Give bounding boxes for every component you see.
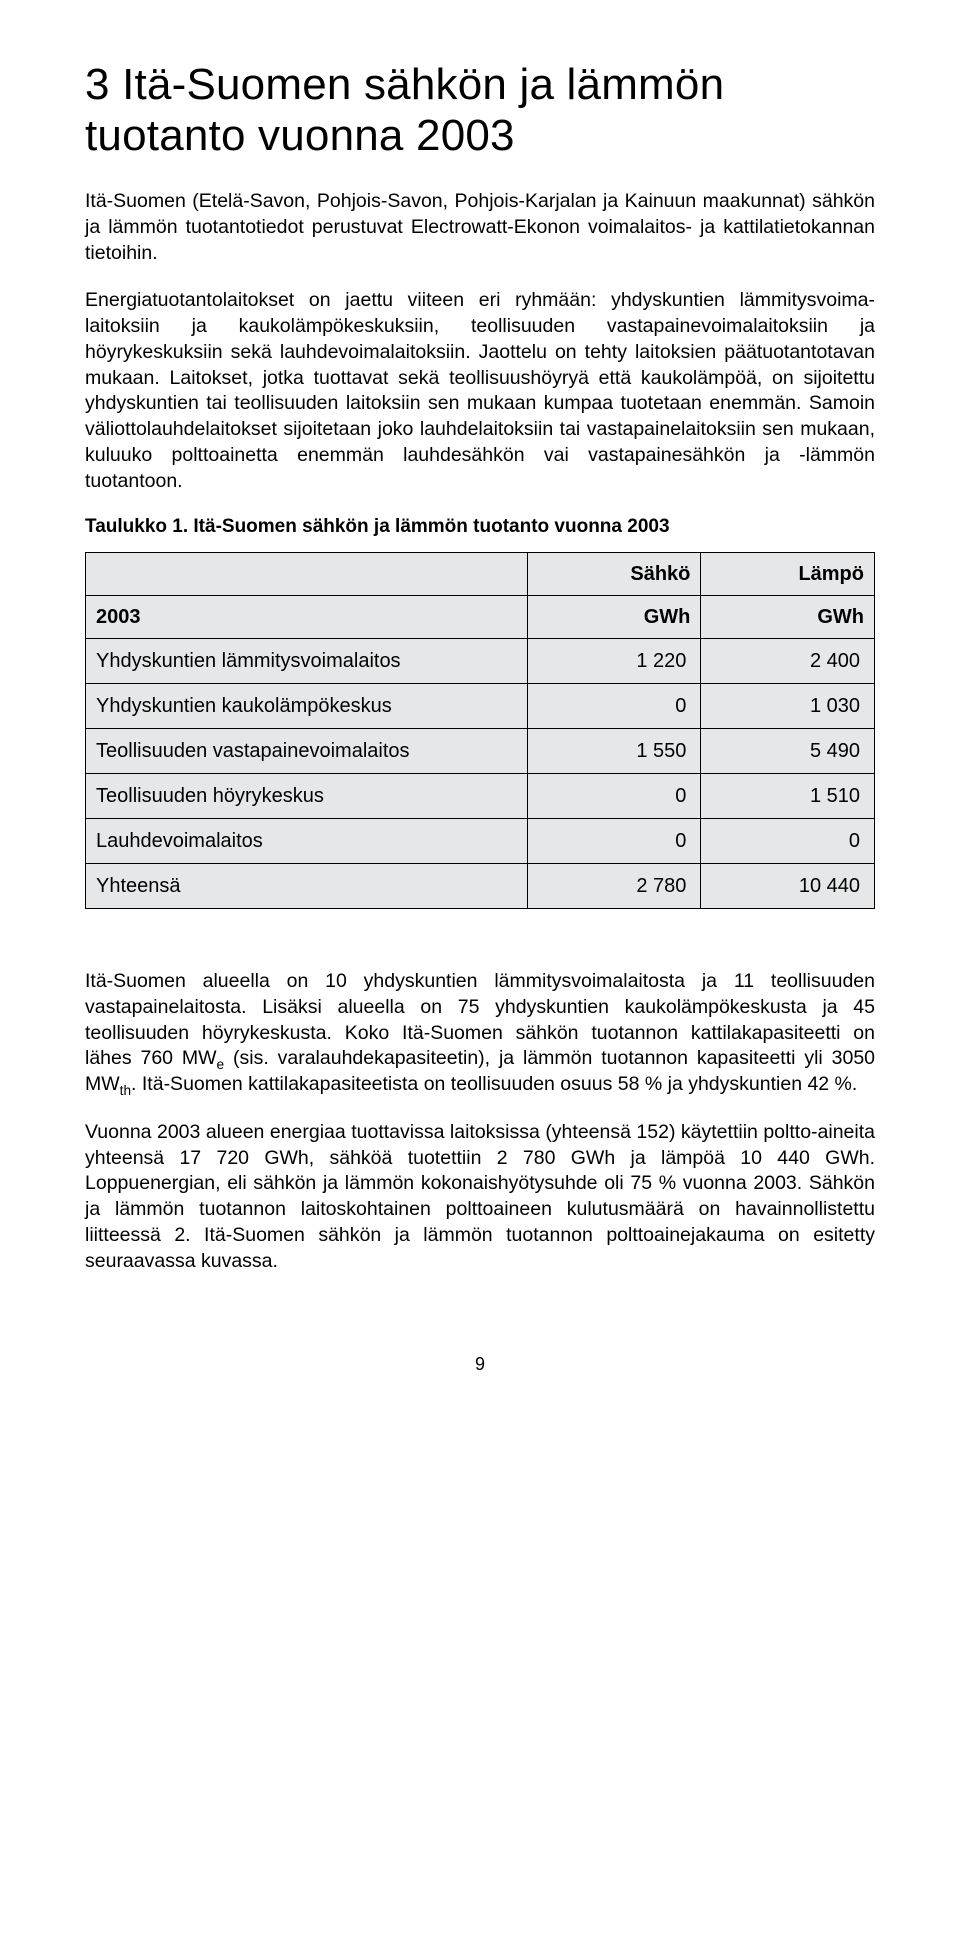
table-cell-value: 0 [701, 819, 875, 864]
table-header-cell: GWh [527, 596, 701, 639]
table-cell-value: 10 440 [701, 864, 875, 909]
table-header-cell: 2003 [86, 596, 528, 639]
document-page: 3 Itä-Suomen sähkön ja lämmön tuotanto v… [0, 0, 960, 1935]
table-caption: Taulukko 1. Itä-Suomen sähkön ja lämmön … [85, 516, 875, 538]
table-cell-value: 1 030 [701, 684, 875, 729]
table-header-cell [86, 553, 528, 596]
table-cell-value: 1 550 [527, 729, 701, 774]
table-header-cell: GWh [701, 596, 875, 639]
table-header-row-1: Sähkö Lämpö [86, 553, 875, 596]
table-cell-label: Teollisuuden höyrykeskus [86, 774, 528, 819]
table-row: Teollisuuden vastapainevoimalaitos 1 550… [86, 729, 875, 774]
table-container: Sähkö Lämpö 2003 GWh GWh Yhdyskuntien lä… [85, 552, 875, 909]
table-cell-label: Yhdyskuntien lämmitysvoimalaitos [86, 639, 528, 684]
table-row: Yhdyskuntien lämmitysvoimalaitos 1 220 2… [86, 639, 875, 684]
table-cell-label: Teollisuuden vastapainevoimalaitos [86, 729, 528, 774]
table-row: Lauhdevoimalaitos 0 0 [86, 819, 875, 864]
paragraph-3: Itä-Suomen alueella on 10 yhdyskuntien l… [85, 969, 875, 1098]
table-cell-value: 0 [527, 819, 701, 864]
paragraph-4: Vuonna 2003 alueen energiaa tuottavissa … [85, 1120, 875, 1274]
paragraph-2: Energiatuotantolaitokset on jaettu viite… [85, 288, 875, 494]
section-heading: 3 Itä-Suomen sähkön ja lämmön tuotanto v… [85, 60, 875, 161]
table-total-row: Yhteensä 2 780 10 440 [86, 864, 875, 909]
table-cell-label: Yhdyskuntien kaukolämpökeskus [86, 684, 528, 729]
subscript: th [120, 1083, 131, 1098]
table-cell-label: Lauhdevoimalaitos [86, 819, 528, 864]
table-cell-value: 2 400 [701, 639, 875, 684]
table-cell-value: 0 [527, 684, 701, 729]
table-header-row-2: 2003 GWh GWh [86, 596, 875, 639]
table-cell-value: 5 490 [701, 729, 875, 774]
text-run: . Itä-Suomen kattilakapasiteetista on te… [131, 1073, 857, 1095]
table-cell-value: 0 [527, 774, 701, 819]
page-number: 9 [85, 1354, 875, 1375]
table-row: Yhdyskuntien kaukolämpökeskus 0 1 030 [86, 684, 875, 729]
table-header-cell: Sähkö [527, 553, 701, 596]
subscript: e [217, 1057, 225, 1072]
table-header-cell: Lämpö [701, 553, 875, 596]
table-cell-value: 2 780 [527, 864, 701, 909]
table-row: Teollisuuden höyrykeskus 0 1 510 [86, 774, 875, 819]
table-cell-label: Yhteensä [86, 864, 528, 909]
paragraph-1: Itä-Suomen (Etelä-Savon, Pohjois-Savon, … [85, 189, 875, 266]
table-cell-value: 1 220 [527, 639, 701, 684]
table-cell-value: 1 510 [701, 774, 875, 819]
production-table: Sähkö Lämpö 2003 GWh GWh Yhdyskuntien lä… [85, 552, 875, 909]
